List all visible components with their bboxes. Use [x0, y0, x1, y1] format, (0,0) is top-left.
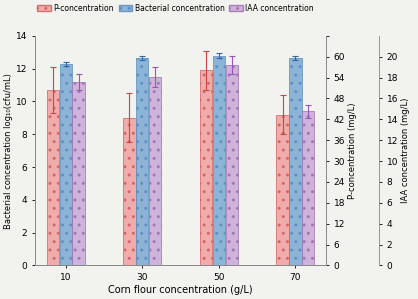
Bar: [302, 111, 314, 266]
Y-axis label: P-concentration (mg/L): P-concentration (mg/L): [348, 102, 357, 199]
Bar: [149, 77, 161, 266]
Bar: [60, 64, 72, 266]
Bar: [200, 70, 212, 266]
Y-axis label: IAA concentration (mg/L): IAA concentration (mg/L): [401, 98, 410, 203]
X-axis label: Corn flour concentration (g/L): Corn flour concentration (g/L): [108, 285, 253, 295]
Bar: [123, 118, 135, 266]
Bar: [289, 58, 301, 266]
Bar: [47, 90, 59, 266]
Bar: [136, 58, 148, 266]
Bar: [276, 115, 289, 266]
Y-axis label: Bacterial concentration log₁₀(cfu/mL): Bacterial concentration log₁₀(cfu/mL): [4, 73, 13, 229]
Bar: [226, 65, 238, 266]
Legend: P-concentration, Bacterial concentration, IAA concentration: P-concentration, Bacterial concentration…: [34, 1, 317, 16]
Bar: [72, 82, 85, 266]
Bar: [213, 56, 225, 266]
